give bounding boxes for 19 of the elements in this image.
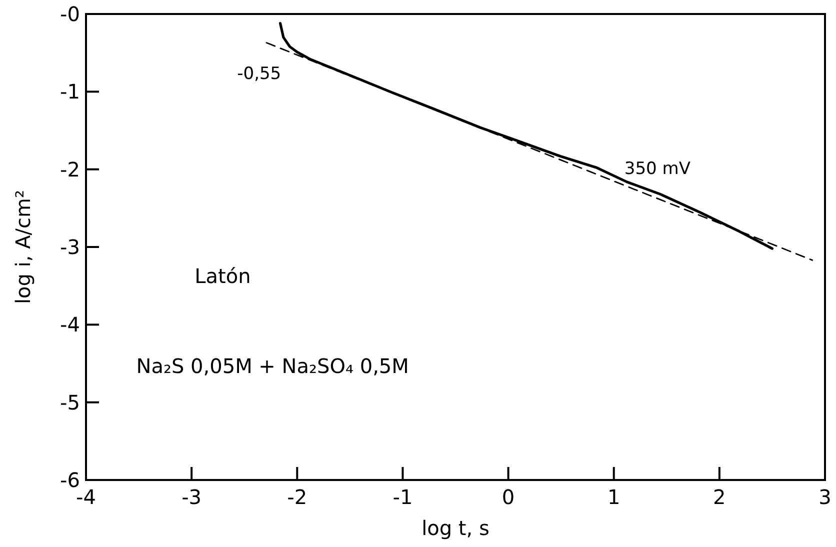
x-tick-label: 0 — [502, 485, 515, 509]
y-tick-label: -3 — [60, 235, 80, 259]
x-tick-label: 2 — [713, 485, 726, 509]
x-axis-title: log t, s — [422, 516, 490, 540]
x-tick-label: -3 — [182, 485, 202, 509]
y-tick-label: -1 — [60, 80, 80, 104]
y-tick-label: -5 — [60, 390, 80, 414]
annotation: Latón — [194, 264, 251, 288]
x-tick-label: 3 — [818, 485, 832, 509]
y-tick-label: -4 — [60, 312, 80, 337]
y-tick-label: -0 — [60, 2, 80, 26]
annotation: 350 mV — [624, 159, 691, 180]
x-tick-label: -2 — [287, 485, 308, 509]
x-tick-label: -1 — [392, 485, 413, 509]
x-tick-label: 1 — [607, 485, 620, 509]
y-tick-label: -2 — [60, 157, 80, 182]
annotation: Na₂S 0,05M + Na₂SO₄ 0,5M — [136, 354, 409, 378]
y-axis-title: log i, A/cm² — [11, 190, 35, 304]
annotation: -0,55 — [237, 64, 282, 84]
